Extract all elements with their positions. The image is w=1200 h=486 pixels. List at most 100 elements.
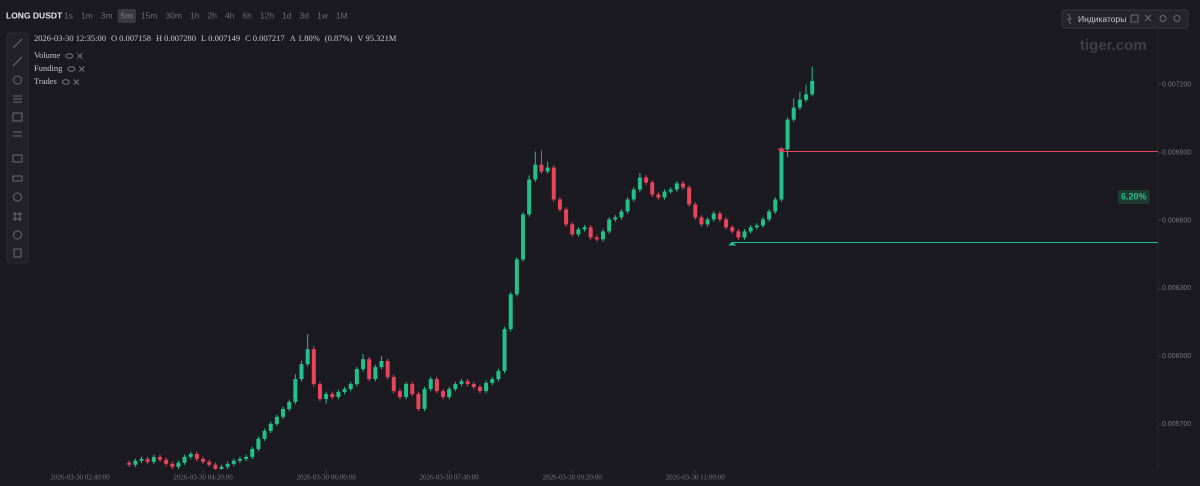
candle-body <box>361 359 366 370</box>
interval-button[interactable]: 1s <box>64 10 73 20</box>
indicators-icon <box>1067 13 1072 25</box>
tool-measure[interactable] <box>12 154 23 163</box>
tool-delete[interactable] <box>13 248 22 258</box>
candle-body <box>564 209 569 225</box>
zoom-in-button[interactable] <box>1173 15 1181 22</box>
candle-body <box>207 461 212 465</box>
indicator-visibility[interactable] <box>67 66 76 72</box>
candle-body <box>127 462 132 465</box>
candle-body <box>779 149 784 200</box>
tool-magnet[interactable] <box>13 230 22 240</box>
interval-button[interactable]: 1d <box>282 10 292 20</box>
candle-body <box>176 462 181 467</box>
candle-body <box>324 394 329 399</box>
indicator-remove[interactable] <box>78 66 85 72</box>
candle-body <box>281 408 286 417</box>
candle-body <box>613 217 618 220</box>
y-tick-label: 0.007200 <box>1162 82 1191 89</box>
x-tick-label: 2026-03-30 11:00:00 <box>666 474 726 482</box>
zoom-out-button[interactable] <box>1159 15 1167 22</box>
measure-label-bg <box>1118 190 1150 205</box>
candle-body <box>342 389 347 392</box>
candle-body <box>416 394 421 409</box>
candle-body <box>422 389 427 409</box>
candle-body <box>557 199 562 210</box>
indicators-button[interactable]: Индикаторы <box>1078 14 1126 24</box>
candle-body <box>797 99 802 108</box>
screenshot-button[interactable] <box>1130 14 1139 23</box>
candle-body <box>404 384 409 397</box>
interval-button[interactable]: 1w <box>317 10 329 20</box>
candle-body <box>773 199 778 212</box>
interval-button[interactable]: 5m <box>121 10 134 20</box>
candle-body <box>188 453 193 457</box>
candle-body <box>736 231 741 238</box>
tool-range[interactable] <box>12 175 23 182</box>
indicator-remove[interactable] <box>76 53 83 59</box>
candle-body <box>502 329 507 371</box>
interval-button[interactable]: 2h <box>207 10 217 20</box>
candle-body <box>194 453 199 459</box>
candle-body <box>397 391 402 397</box>
candle-body <box>551 167 556 200</box>
candle-body <box>385 360 390 378</box>
candle-body <box>767 211 772 220</box>
interval-button[interactable]: 30m <box>165 10 182 20</box>
header-value: 0.007158 <box>119 33 151 43</box>
candle-body <box>533 164 538 180</box>
candle-body <box>527 179 532 215</box>
interval-button[interactable]: 15m <box>141 10 158 20</box>
indicator-visibility[interactable] <box>61 79 70 85</box>
level-anchor <box>728 241 737 246</box>
candle-body <box>231 460 236 464</box>
interval-button[interactable]: 3d <box>300 10 310 20</box>
header-value: 0.007280 <box>164 33 196 43</box>
symbol[interactable]: LONG DUSDT <box>6 10 63 20</box>
candle-body <box>545 167 550 172</box>
interval-button[interactable]: 12h <box>260 10 274 20</box>
interval-button[interactable]: 3m <box>101 10 113 20</box>
candle-body <box>594 237 599 240</box>
interval-button[interactable]: 1h <box>190 10 200 20</box>
indicator-remove[interactable] <box>73 79 80 85</box>
candle-body <box>730 227 735 232</box>
candle-body <box>791 107 796 120</box>
candle-body <box>539 164 544 172</box>
y-tick-label: 0.006300 <box>1162 285 1191 292</box>
interval-button[interactable]: 4h <box>225 10 235 20</box>
tool-ray[interactable] <box>12 56 23 67</box>
indicator-visibility[interactable] <box>65 53 74 59</box>
candle-body <box>157 456 162 460</box>
candle-body <box>459 381 464 385</box>
candle-body <box>717 213 722 220</box>
interval-button[interactable]: 1m <box>81 10 93 20</box>
candle-body <box>810 80 815 95</box>
candle-body <box>508 294 513 330</box>
candle-body <box>164 459 169 464</box>
y-tick-label: 0.006600 <box>1162 217 1191 224</box>
candle-body <box>644 177 649 183</box>
interval-button[interactable]: 1M <box>336 10 348 20</box>
candle-body <box>453 384 458 390</box>
tool-pattern[interactable] <box>12 112 23 122</box>
candle-body <box>619 211 624 218</box>
tool-shape[interactable] <box>13 75 22 85</box>
fullscreen-button[interactable] <box>1144 14 1152 22</box>
candle-body <box>441 391 446 397</box>
candle-body <box>662 191 667 198</box>
candle-body <box>637 177 642 190</box>
candle-body <box>477 386 482 392</box>
candle-body <box>490 379 495 383</box>
indicator-name: Volume <box>34 50 61 60</box>
interval-button[interactable]: 6h <box>242 10 252 20</box>
candle-body <box>625 199 630 212</box>
tool-fib[interactable] <box>13 95 22 103</box>
tool-line[interactable] <box>12 38 23 49</box>
candle-body <box>293 379 298 402</box>
candle-body <box>742 231 747 238</box>
tool-eye[interactable] <box>13 192 22 202</box>
x-tick-label: 2026-03-30 02:40:00 <box>50 474 110 482</box>
controls-panel <box>1061 9 1189 29</box>
tool-grid[interactable] <box>13 212 22 221</box>
tool-channel[interactable] <box>13 131 22 137</box>
